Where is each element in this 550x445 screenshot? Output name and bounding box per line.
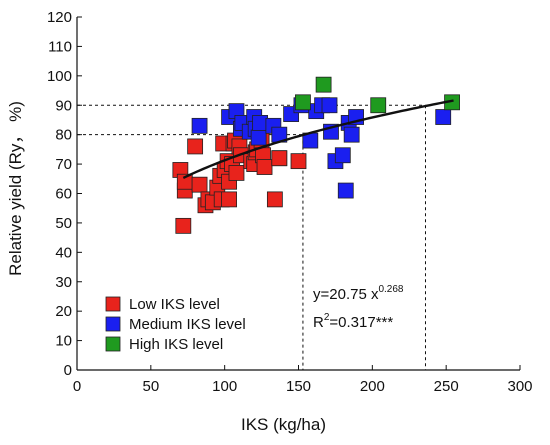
tick-labels: 0 50 100 150 200 250 300 0 10 20 30 40 50 60 70 80 90 100… [47,9,533,395]
fit-curve-group [182,99,454,180]
x-tick-label: 200 [360,378,385,395]
data-point [187,138,204,155]
data-point [191,117,208,134]
y-tick-label: 30 [55,274,72,291]
legend-label: Low IKS level [129,296,220,313]
x-tick-label: 100 [212,378,237,395]
data-point [435,109,452,125]
data-point [271,150,288,167]
x-tick-label: 0 [73,378,81,395]
data-point [290,153,307,170]
legend: Low IKS level Medium IKS level High IKS le… [105,296,246,353]
x-tick-label: 150 [286,378,311,395]
y-tick-label: 40 [55,244,72,261]
data-point [175,217,192,234]
data-point [334,147,351,164]
data-point [295,94,311,111]
fit-equation: y=20.75 x0.268 R2=0.317*** [313,284,404,331]
y-axis-title: Relative yield (Ry， %) [6,101,25,276]
fit-r2-exponent: 2 [324,312,330,323]
x-axis-title: IKS (kg/ha) [241,415,326,434]
y-tick-label: 60 [55,186,72,203]
data-point [321,97,338,114]
y-tick-label: 110 [48,38,72,55]
data-points [172,76,460,234]
legend-label: High IKS level [129,336,223,353]
data-point [228,165,245,181]
fit-exponent: 0.268 [378,284,403,295]
x-tick-label: 300 [507,378,532,395]
data-point [337,182,354,199]
fit-curve [182,99,454,180]
y-tick-label: 50 [55,215,72,232]
data-point [221,191,237,208]
data-point [266,191,283,208]
data-point [343,126,360,143]
legend-swatch [105,336,121,352]
data-point [370,97,387,114]
data-point [252,115,269,131]
y-tick-label: 120 [47,9,72,26]
y-tick-label: 20 [55,303,72,320]
fit-equation-line: y=20.75 x0.268 [313,284,404,303]
y-tick-label: 70 [55,156,72,173]
fit-r2-line: R2=0.317*** [313,312,393,331]
data-point [256,159,273,175]
fit-r2-prefix: R [313,314,324,331]
fit-r2-value: =0.317*** [329,314,393,331]
y-tick-label: 0 [64,362,72,379]
y-tick-label: 80 [55,127,72,144]
data-point [315,76,332,93]
y-tick-label: 10 [55,333,72,350]
y-tick-label: 90 [55,97,72,114]
fit-equation-text: y=20.75 x [313,286,379,303]
axes [76,16,521,371]
legend-swatch [105,316,121,332]
x-tick-label: 50 [142,378,159,395]
legend-swatch [105,296,121,312]
data-point [250,129,267,146]
data-point [191,176,208,193]
y-tick-label: 100 [47,68,72,85]
legend-label: Medium IKS level [129,316,246,333]
x-tick-label: 250 [434,378,459,395]
